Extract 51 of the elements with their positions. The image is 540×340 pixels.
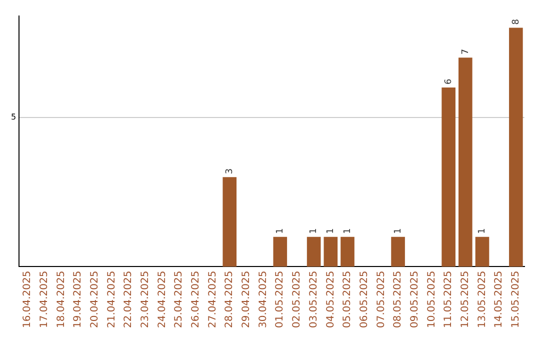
x-tick-label: 24.04.2025 bbox=[156, 270, 168, 328]
x-tick-label: 07.05.2025 bbox=[376, 270, 387, 328]
x-tick-label: 04.05.2025 bbox=[325, 270, 336, 328]
x-tick-label: 17.04.2025 bbox=[38, 270, 50, 328]
x-tick-label: 11.05.2025 bbox=[443, 270, 454, 328]
x-tick-label: 09.05.2025 bbox=[409, 270, 420, 328]
data-label: 3 bbox=[224, 168, 235, 174]
x-tick-label: 29.04.2025 bbox=[241, 270, 252, 328]
x-tick-label: 13.05.2025 bbox=[476, 270, 488, 328]
x-tick-label: 28.04.2025 bbox=[224, 270, 236, 328]
data-label: 7 bbox=[460, 48, 471, 55]
bar bbox=[458, 58, 472, 267]
x-tick-label: 21.04.2025 bbox=[106, 270, 118, 328]
data-label: 6 bbox=[444, 78, 454, 84]
bar bbox=[475, 236, 490, 267]
x-tick-label: 20.04.2025 bbox=[89, 270, 100, 328]
data-label: 8 bbox=[511, 18, 522, 25]
bar bbox=[391, 236, 405, 267]
x-tick-label: 22.04.2025 bbox=[123, 270, 134, 328]
x-tick-label: 14.05.2025 bbox=[494, 270, 505, 328]
bar bbox=[222, 177, 237, 267]
data-label: 1 bbox=[309, 228, 320, 234]
x-tick-label: 10.05.2025 bbox=[426, 270, 438, 328]
x-tick-label: 06.05.2025 bbox=[358, 270, 370, 328]
bar bbox=[442, 88, 456, 267]
bar bbox=[340, 236, 354, 267]
x-tick-label: 25.04.2025 bbox=[174, 270, 185, 328]
data-label: 1 bbox=[326, 228, 336, 234]
x-tick-label: 18.04.2025 bbox=[56, 270, 67, 328]
x-tick-label: 16.04.2025 bbox=[22, 270, 34, 328]
data-label: 1 bbox=[478, 228, 488, 234]
x-tick-label: 03.05.2025 bbox=[308, 270, 320, 328]
x-tick-label: 23.04.2025 bbox=[140, 270, 151, 328]
bar bbox=[273, 236, 288, 267]
x-tick-label: 12.05.2025 bbox=[460, 270, 471, 328]
x-tick-label: 02.05.2025 bbox=[292, 270, 303, 328]
x-tick-label: 30.04.2025 bbox=[258, 270, 269, 328]
x-tick-label: 26.04.2025 bbox=[190, 270, 202, 328]
x-tick-label: 01.05.2025 bbox=[274, 270, 286, 328]
y-tick-label: 5 bbox=[10, 112, 16, 122]
x-tick-label: 19.04.2025 bbox=[72, 270, 84, 328]
bar bbox=[509, 28, 523, 267]
data-label: 1 bbox=[393, 228, 404, 234]
bar bbox=[306, 236, 321, 267]
x-tick-label: 08.05.2025 bbox=[392, 270, 404, 328]
bar bbox=[324, 236, 338, 267]
x-tick-label: 15.05.2025 bbox=[510, 270, 522, 328]
data-label: 1 bbox=[275, 228, 286, 234]
x-tick-label: 05.05.2025 bbox=[342, 270, 354, 328]
x-tick-label: 27.04.2025 bbox=[207, 270, 218, 328]
data-label: 1 bbox=[342, 228, 353, 234]
